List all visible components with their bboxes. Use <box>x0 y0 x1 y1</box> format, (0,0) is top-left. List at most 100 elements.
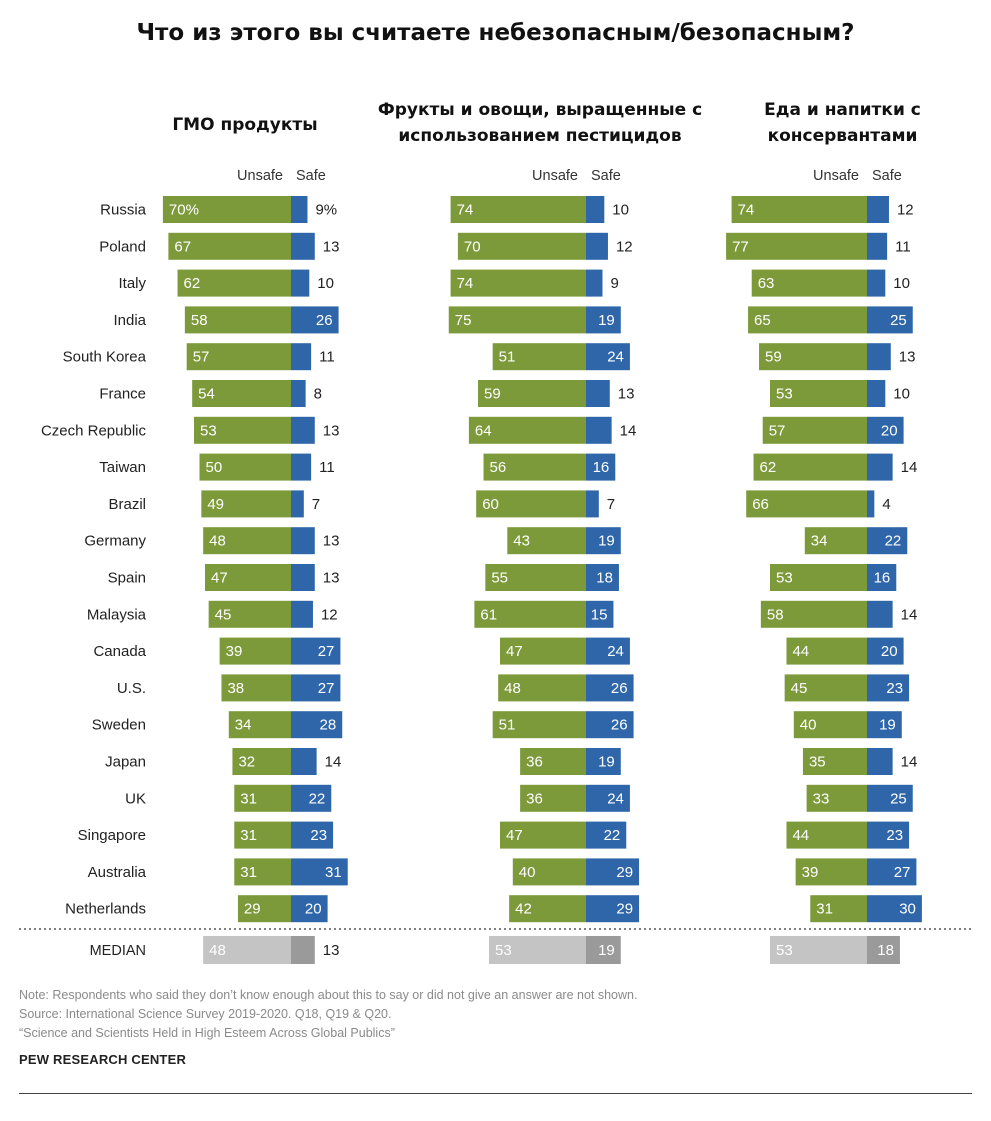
safe-bar <box>291 416 315 444</box>
unsafe-value-label: 64 <box>475 422 492 439</box>
safe-value-label: 13 <box>323 422 340 439</box>
safe-value-label: 25 <box>890 790 907 807</box>
safe-value-label: 28 <box>320 717 337 734</box>
unsafe-bar <box>234 858 291 886</box>
unsafe-bar <box>201 490 291 518</box>
safe-value-label: 31 <box>325 864 342 881</box>
country-label: France <box>99 386 146 403</box>
safe-value-label: 10 <box>893 275 910 292</box>
median-unsafe-bar <box>203 936 291 964</box>
unsafe-bar <box>219 637 291 665</box>
safe-bar <box>291 674 341 702</box>
unsafe-value-label: 40 <box>519 864 536 881</box>
unsafe-bar <box>203 527 291 555</box>
median-unsafe-bar <box>770 936 867 964</box>
safe-bar <box>586 637 630 665</box>
unsafe-bar <box>478 380 586 407</box>
unsafe-value-label: 49 <box>207 496 224 513</box>
unsafe-bar <box>162 196 291 223</box>
safe-value-label: 29 <box>616 864 633 881</box>
safe-bar <box>867 269 886 297</box>
unsafe-bar <box>793 711 867 739</box>
unsafe-value-label: 62 <box>760 459 777 476</box>
safe-bar <box>291 858 348 886</box>
safe-value-label: 16 <box>593 459 610 476</box>
safe-bar <box>586 196 605 223</box>
unsafe-value-label: 74 <box>457 275 474 292</box>
panel-title-pesticides: Фрукты и овощи, выращенные с использован… <box>355 97 725 149</box>
unsafe-bar <box>476 490 586 518</box>
unsafe-value-label: 62 <box>184 275 201 292</box>
unsafe-value-label: 33 <box>813 790 830 807</box>
unsafe-bar <box>168 232 291 260</box>
safe-bar <box>867 306 913 334</box>
unsafe-bar <box>177 269 291 297</box>
safe-bar <box>586 269 603 297</box>
safe-value-label: 9% <box>315 202 337 219</box>
panel-title-line: консервантами <box>767 126 918 146</box>
unsafe-value-label: 47 <box>211 570 228 587</box>
unsafe-bar <box>221 674 291 702</box>
legend-safe: Safe <box>296 168 326 184</box>
unsafe-bar <box>507 527 586 555</box>
unsafe-value-label: 45 <box>215 606 232 623</box>
unsafe-bar <box>806 784 867 812</box>
safe-bar <box>291 637 341 665</box>
unsafe-bar <box>520 784 586 812</box>
safe-bar <box>867 895 922 923</box>
note-text: Note: Respondents who said they don’t kn… <box>19 988 638 1002</box>
safe-value-label: 25 <box>890 312 907 329</box>
safe-value-label: 19 <box>598 312 615 329</box>
unsafe-bar <box>199 453 291 481</box>
safe-value-label: 18 <box>596 570 613 587</box>
unsafe-bar <box>237 895 291 923</box>
safe-bar <box>586 600 614 628</box>
unsafe-bar <box>804 527 867 555</box>
country-label: Czech Republic <box>41 422 147 439</box>
safe-bar <box>867 564 897 591</box>
unsafe-value-label: 44 <box>792 643 809 660</box>
unsafe-bar <box>762 416 867 444</box>
median-safe-label: 18 <box>877 942 894 959</box>
unsafe-value-label: 58 <box>191 312 208 329</box>
safe-bar <box>867 858 917 886</box>
safe-bar <box>586 784 630 812</box>
footnote: Note: Respondents who said they don’t kn… <box>19 986 637 1043</box>
unsafe-bar <box>232 748 291 775</box>
safe-value-label: 10 <box>317 275 334 292</box>
safe-value-label: 7 <box>607 496 615 513</box>
unsafe-bar <box>448 306 586 334</box>
median-unsafe-label: 48 <box>209 942 226 959</box>
unsafe-value-label: 61 <box>480 606 497 623</box>
unsafe-value-label: 50 <box>206 459 223 476</box>
unsafe-value-label: 43 <box>513 533 530 550</box>
unsafe-bar <box>184 306 291 334</box>
unsafe-value-label: 74 <box>457 202 474 219</box>
unsafe-bar <box>770 380 867 407</box>
unsafe-bar <box>786 637 867 665</box>
safe-bar <box>586 380 610 407</box>
safe-value-label: 27 <box>318 680 335 697</box>
safe-bar <box>586 343 630 371</box>
unsafe-bar <box>474 600 586 628</box>
median-safe-label: 13 <box>323 942 340 959</box>
safe-value-label: 24 <box>607 643 624 660</box>
safe-value-label: 10 <box>612 202 629 219</box>
unsafe-value-label: 70% <box>169 202 199 219</box>
median-safe-bar <box>586 936 621 964</box>
source-text: Source: International Science Survey 201… <box>19 1007 392 1021</box>
safe-value-label: 14 <box>901 459 918 476</box>
divider <box>19 1093 972 1094</box>
legend-safe: Safe <box>591 168 621 184</box>
safe-bar <box>867 600 893 628</box>
unsafe-bar <box>751 269 867 297</box>
median-safe-label: 19 <box>598 942 615 959</box>
unsafe-value-label: 45 <box>791 680 808 697</box>
unsafe-bar <box>492 711 586 739</box>
panel-title-gmo: ГМО продукты <box>150 112 340 138</box>
country-label: South Korea <box>63 349 147 366</box>
safe-bar <box>586 453 616 481</box>
safe-value-label: 13 <box>323 238 340 255</box>
country-label: Sweden <box>92 717 146 734</box>
unsafe-value-label: 34 <box>235 717 252 734</box>
